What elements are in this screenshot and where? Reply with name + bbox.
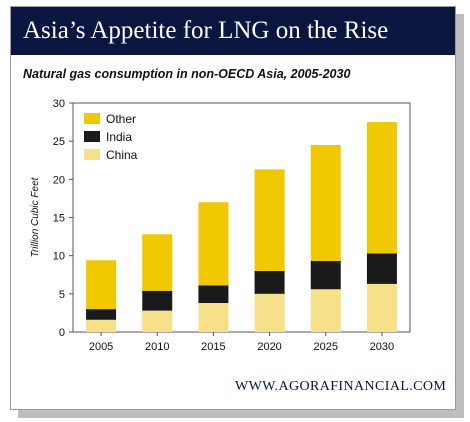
bar-china-2005 xyxy=(86,319,117,332)
x-tick-label: 2015 xyxy=(201,341,225,353)
y-tick-label: 20 xyxy=(53,174,65,186)
legend-swatch-china xyxy=(84,149,100,160)
bar-other-2020 xyxy=(254,169,285,271)
bar-india-2015 xyxy=(198,285,229,303)
legend-label-other: Other xyxy=(106,112,136,126)
legend-swatch-india xyxy=(84,131,100,142)
bar-china-2025 xyxy=(310,289,341,332)
x-tick-label: 2020 xyxy=(257,341,281,353)
legend-label-india: India xyxy=(106,130,132,144)
x-tick-label: 2010 xyxy=(145,341,169,353)
bar-other-2005 xyxy=(86,260,117,310)
y-tick-label: 10 xyxy=(53,251,65,263)
chart-title: Natural gas consumption in non-OECD Asia… xyxy=(23,67,351,81)
y-tick-label: 30 xyxy=(53,98,65,110)
bar-india-2030 xyxy=(366,253,397,284)
bar-other-2025 xyxy=(310,144,341,262)
bar-other-2010 xyxy=(142,234,173,291)
x-tick-label: 2025 xyxy=(314,341,338,353)
bar-other-2015 xyxy=(198,202,229,286)
x-tick-label: 2005 xyxy=(89,341,113,353)
bar-india-2005 xyxy=(86,309,117,320)
y-tick-label: 15 xyxy=(53,213,65,225)
bar-china-2030 xyxy=(366,283,397,332)
footer-url: WWW.AGORAFINANCIAL.COM xyxy=(235,379,447,394)
bar-china-2020 xyxy=(254,293,285,332)
x-tick-label: 2030 xyxy=(370,341,394,353)
legend-label-china: China xyxy=(106,148,138,162)
bar-india-2025 xyxy=(310,261,341,290)
y-axis-label: Trillion Cubic Feet xyxy=(30,176,41,257)
y-tick-label: 25 xyxy=(53,136,65,148)
bar-china-2010 xyxy=(142,310,173,332)
y-tick-label: 0 xyxy=(59,327,65,339)
bar-china-2015 xyxy=(198,302,229,332)
bar-india-2020 xyxy=(254,270,285,294)
y-tick-label: 5 xyxy=(59,289,65,301)
banner-title: Asia’s Appetite for LNG on the Rise xyxy=(11,7,455,55)
legend-swatch-other xyxy=(84,113,100,124)
bar-india-2010 xyxy=(142,290,173,311)
bar-other-2030 xyxy=(366,122,397,254)
